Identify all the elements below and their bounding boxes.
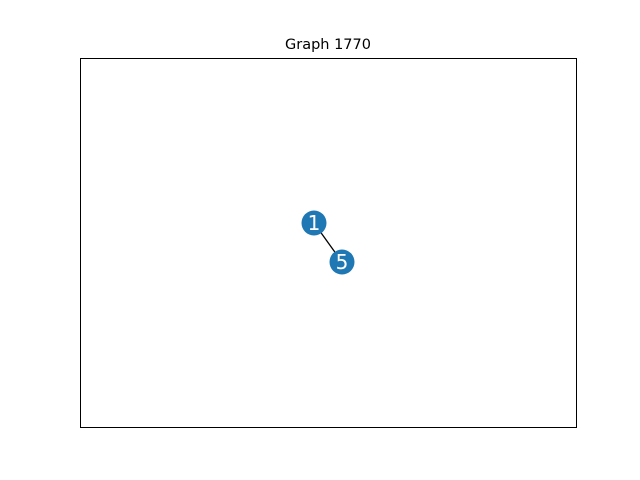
node-label-5: 5 [336, 250, 349, 274]
node-label-1: 1 [308, 211, 321, 235]
graph-title: Graph 1770 [285, 37, 371, 53]
plot-frame [80, 58, 577, 428]
node-circle-5 [329, 249, 355, 275]
nodes-layer: 15 [301, 210, 355, 275]
node-5: 5 [329, 249, 355, 275]
node-1: 1 [301, 210, 327, 236]
node-circle-1 [301, 210, 327, 236]
